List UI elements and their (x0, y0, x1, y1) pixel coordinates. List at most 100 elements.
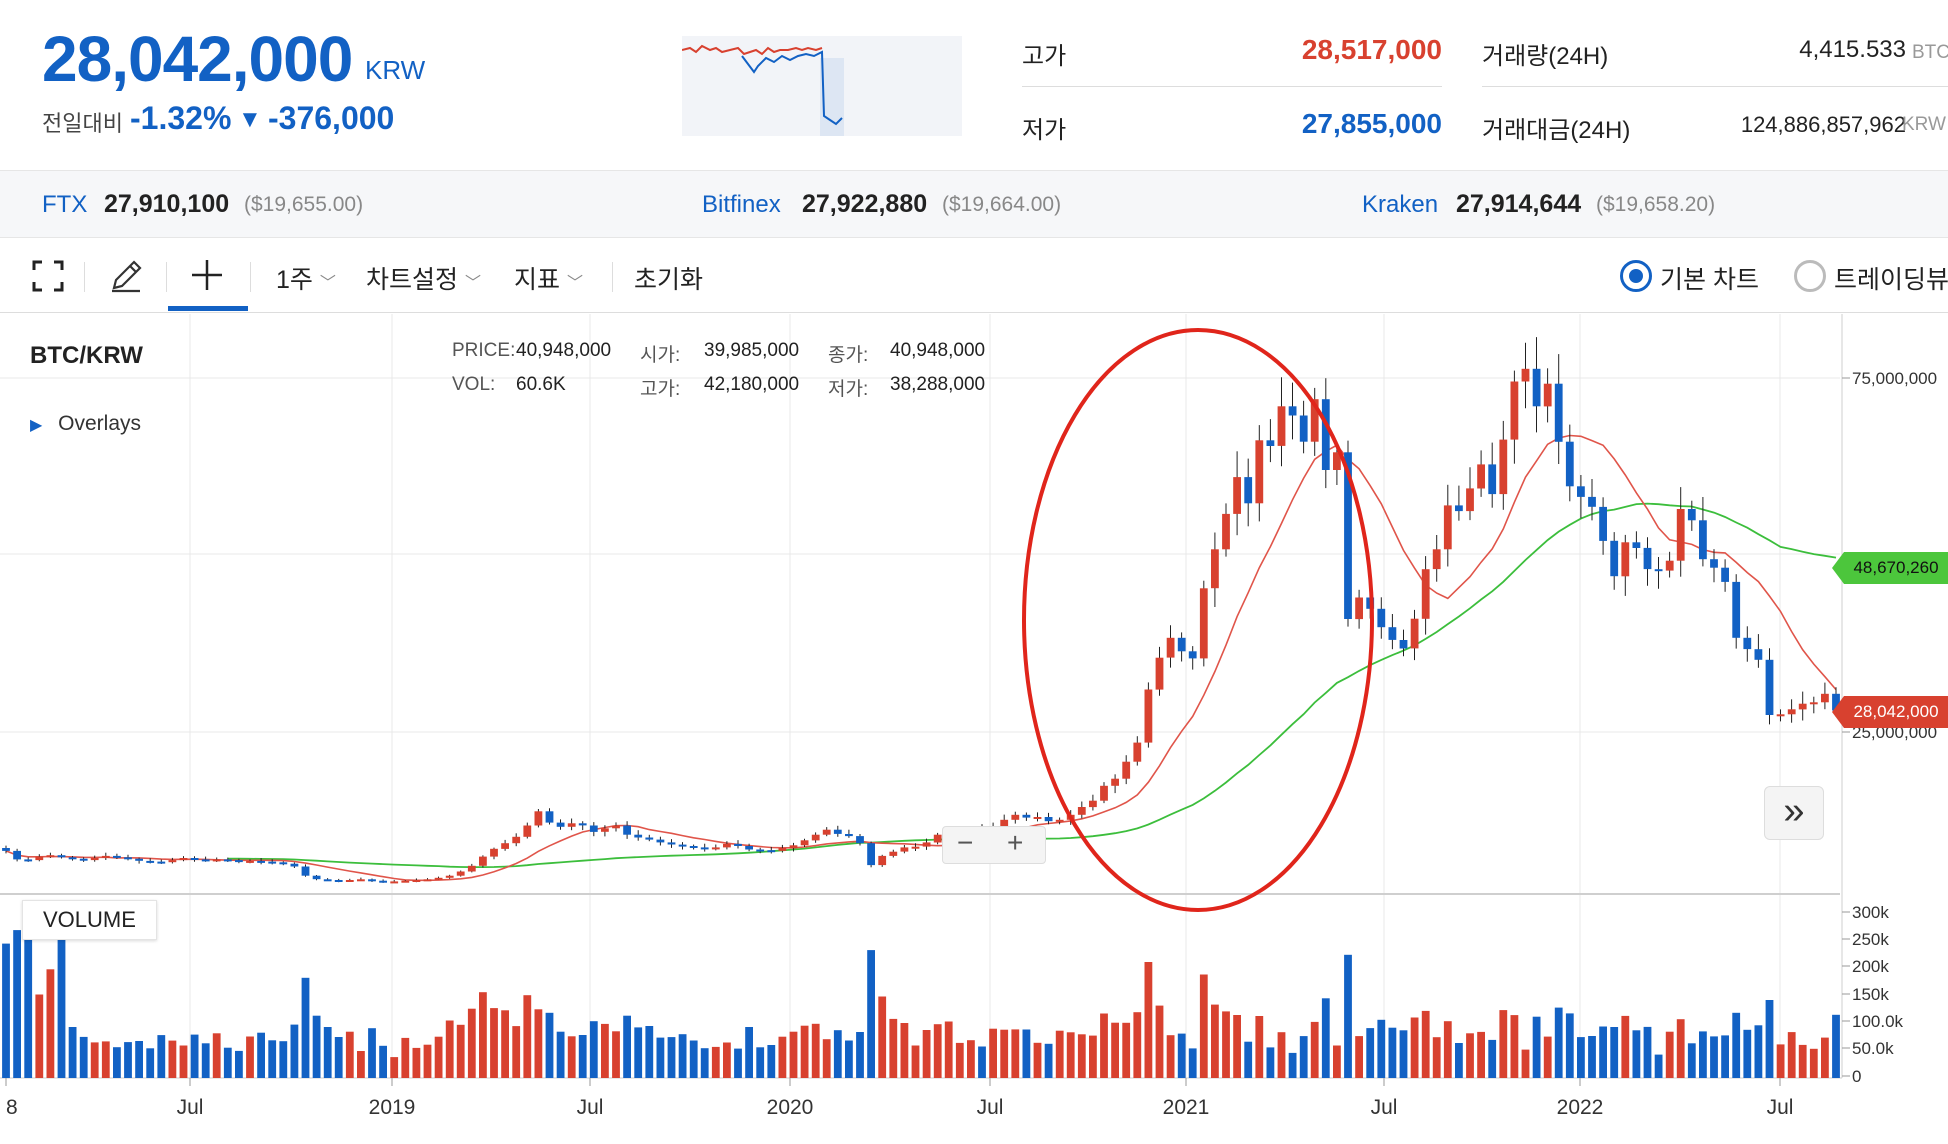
exchange-name-ftx[interactable]: FTX (42, 191, 88, 218)
candle (201, 859, 210, 862)
volume-bar (978, 1046, 986, 1078)
candle (490, 848, 498, 857)
fullscreen-icon[interactable] (32, 260, 64, 292)
amount-label: 거래대금(24H) (1482, 117, 1631, 144)
volume-bar (756, 1047, 765, 1078)
candle (1754, 649, 1763, 660)
volume-bar (290, 1024, 299, 1078)
candle (612, 825, 620, 829)
zoom-in-button[interactable]: + (1007, 827, 1024, 858)
volume-bar (1177, 1033, 1186, 1078)
period-dropdown[interactable]: 1주 ﹀ (276, 260, 336, 296)
candle (656, 839, 665, 843)
volume-bar (1554, 1007, 1563, 1078)
exchange-usd-bitfinex: ($19,664.00) (942, 193, 1062, 216)
volume-bar (1499, 1010, 1508, 1078)
candle (90, 858, 99, 861)
price-chart[interactable]: 75,000,00025,000,000300k250k200k150k100.… (0, 314, 1948, 1144)
candle (1277, 406, 1286, 446)
candle (1798, 703, 1807, 710)
candle (1410, 618, 1419, 649)
annotation-circle (1022, 328, 1374, 912)
volume-bar (789, 1031, 798, 1078)
volume-bar (1488, 1039, 1497, 1078)
candle (1177, 637, 1186, 652)
chart-settings-dropdown[interactable]: 차트설정 ﹀ (366, 260, 481, 296)
volume-bar (190, 1034, 199, 1078)
indicators-label: 지표 (514, 266, 561, 294)
volume-bar (645, 1026, 654, 1078)
volume-bar (1532, 1016, 1541, 1078)
amount-value: 124,886,857,962 (1740, 112, 1906, 137)
volume-bar (223, 1047, 232, 1078)
ma-short-polyline (5, 434, 1837, 882)
volume-bar (334, 1037, 343, 1078)
volume-bar (1443, 1021, 1452, 1078)
exchange-name-bitfinex[interactable]: Bitfinex (702, 191, 781, 218)
time-tick-label: 8 (6, 1096, 18, 1119)
candle (534, 811, 543, 826)
candle (1610, 540, 1619, 577)
volume-bar (1100, 1013, 1108, 1078)
candle (456, 871, 465, 876)
volume-bar (1599, 1026, 1607, 1078)
volume-bar (1266, 1047, 1275, 1078)
candle (711, 847, 720, 850)
candle (412, 880, 421, 882)
high-value: 28,517,000 (1301, 34, 1442, 65)
candle (667, 842, 676, 845)
overlays-toggle[interactable]: ▶ Overlays (30, 412, 141, 436)
volume-bar (1089, 1035, 1097, 1078)
pencil-icon[interactable] (108, 258, 144, 294)
volume-bar (1310, 1021, 1319, 1078)
reset-button[interactable]: 초기화 (634, 266, 704, 294)
exchange-price-bitfinex: 27,922,880 (802, 190, 928, 218)
candle (1621, 542, 1630, 577)
volume-value: 4,415.533 (1799, 36, 1906, 63)
candle (1166, 637, 1175, 658)
candle (290, 863, 299, 867)
candle (24, 859, 33, 862)
candle (1255, 440, 1264, 504)
low-value: 27,855,000 (1301, 108, 1442, 139)
volume-bar (678, 1034, 687, 1078)
volume-bar (1000, 1029, 1009, 1078)
indicators-dropdown[interactable]: 지표 ﹀ (514, 260, 583, 296)
candle (1710, 559, 1718, 568)
candle (1521, 368, 1530, 382)
volume-bar (157, 1035, 166, 1078)
tradingview-radio[interactable] (1794, 260, 1826, 292)
basic-chart-label[interactable]: 기본 차트 (1660, 266, 1759, 294)
candle (1721, 567, 1729, 582)
chevron-down-icon: ﹀ (464, 275, 481, 292)
candle (1743, 637, 1752, 650)
volume-bar (490, 1008, 498, 1078)
volume-bar (1466, 1033, 1474, 1078)
price-tick-label: 75,000,000 (1852, 369, 1937, 388)
basic-chart-radio[interactable] (1620, 260, 1652, 292)
volume-bar (368, 1028, 376, 1078)
candle (1100, 785, 1108, 801)
volume-bar (46, 969, 55, 1078)
candle (756, 849, 765, 852)
tradingview-label[interactable]: 트레이딩뷰 (1834, 266, 1948, 294)
volume-bar (1455, 1043, 1463, 1078)
candle (1443, 505, 1452, 550)
candle (312, 875, 321, 880)
candle (1421, 569, 1430, 619)
volume-bar (1577, 1037, 1585, 1078)
candle (778, 848, 787, 851)
candle (645, 837, 654, 840)
crosshair-icon[interactable] (190, 258, 224, 292)
volume-bar (323, 1027, 332, 1078)
tag-pointer (1832, 696, 1844, 728)
exchange-name-kraken[interactable]: Kraken (1362, 191, 1439, 218)
volume-bar (1510, 1015, 1519, 1078)
candle (390, 881, 399, 884)
scroll-latest-button[interactable]: » (1764, 786, 1824, 840)
ohlc-open-value: 39,985,000 (704, 340, 800, 361)
zoom-out-button[interactable]: − (957, 827, 974, 858)
crosshair-active-indicator (168, 306, 248, 311)
triangle-right-icon: ▶ (30, 417, 43, 434)
volume-bar (1832, 1014, 1840, 1078)
